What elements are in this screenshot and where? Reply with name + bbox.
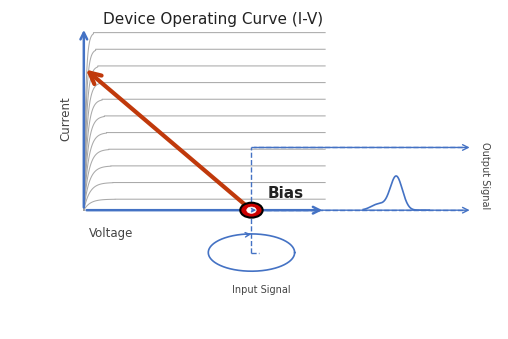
Circle shape xyxy=(247,207,256,213)
Text: Bias: Bias xyxy=(268,186,304,201)
Text: Output Signal: Output Signal xyxy=(480,142,490,209)
Circle shape xyxy=(240,203,263,218)
Text: Current: Current xyxy=(59,96,73,141)
Text: Voltage: Voltage xyxy=(89,227,133,240)
Text: Device Operating Curve (I-V): Device Operating Curve (I-V) xyxy=(103,12,324,27)
Text: Input Signal: Input Signal xyxy=(232,285,291,295)
